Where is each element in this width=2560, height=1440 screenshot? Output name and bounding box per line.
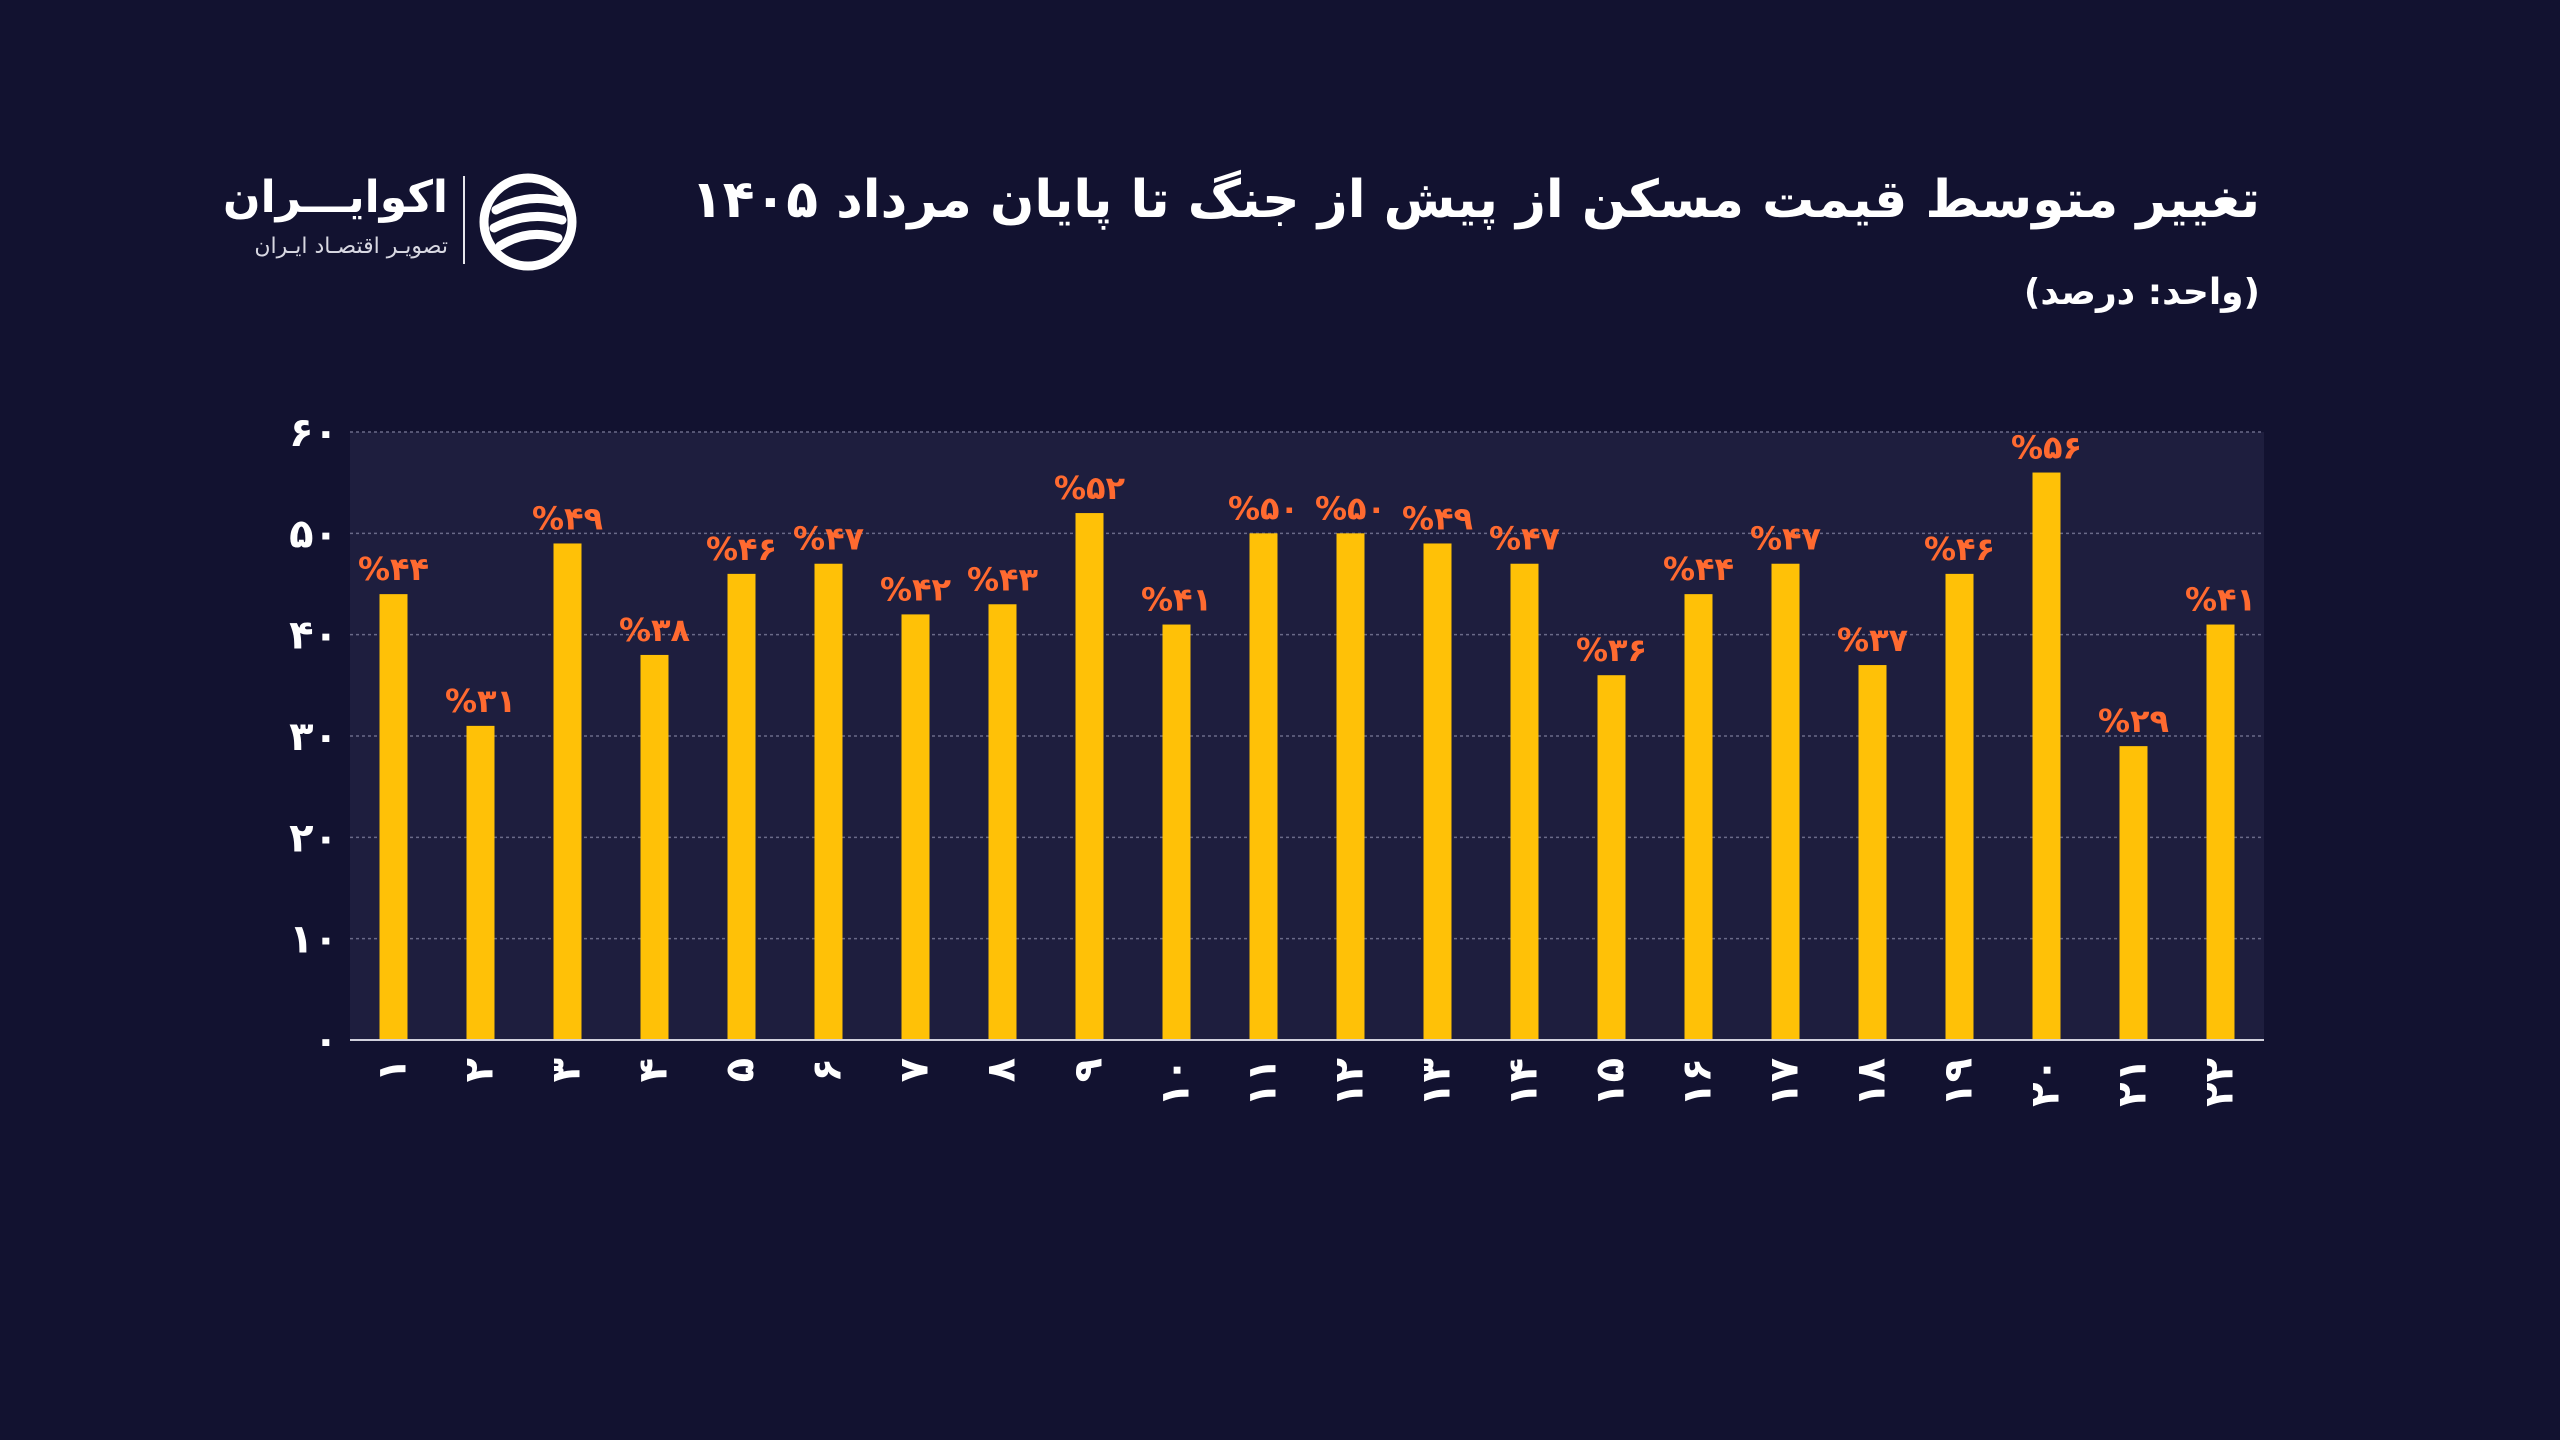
x-tick-label: ۲ — [457, 1058, 503, 1082]
brand-logo: اکوایـــران تصویـر اقتصـاد ایـران — [223, 172, 578, 272]
x-tick-label: ۱۳ — [1414, 1058, 1460, 1107]
bar-value-label: %۵۶ — [2011, 429, 2082, 467]
bar — [1162, 624, 1191, 1040]
bar-value-label: %۴۱ — [2185, 581, 2256, 619]
bar — [1336, 533, 1365, 1040]
x-tick-label: ۱۶ — [1675, 1058, 1721, 1107]
x-tick-label: ۷ — [892, 1058, 938, 1082]
ecoiran-logo-icon — [479, 173, 577, 271]
bar — [1249, 533, 1278, 1040]
bar — [1945, 573, 1974, 1040]
bar — [553, 543, 582, 1040]
gridlines — [350, 431, 2264, 940]
x-tick-label: ۲۰ — [2023, 1058, 2069, 1107]
y-tick-label: ۰ — [314, 1018, 338, 1064]
bar — [2206, 624, 2235, 1040]
bar — [1771, 563, 1800, 1040]
bar — [1684, 594, 1713, 1040]
y-tick-label: ۴۰ — [289, 613, 338, 659]
bar — [379, 594, 408, 1040]
bar-value-label: %۴۹ — [532, 499, 603, 537]
bar-value-label: %۴۴ — [1663, 550, 1734, 588]
x-tick-label: ۶ — [805, 1058, 851, 1082]
x-tick-label: ۱ — [370, 1058, 416, 1082]
chart-header: تغییر متوسط قیمت مسکن از پیش از جنگ تا پ… — [0, 0, 2560, 360]
x-tick-label: ۲۱ — [2110, 1058, 2156, 1107]
bars — [379, 472, 2235, 1040]
bar-value-label: %۴۱ — [1141, 581, 1212, 619]
x-tick-label: ۱۰ — [1153, 1058, 1199, 1107]
bar-value-label: %۴۶ — [1924, 530, 1995, 568]
bar — [2032, 472, 2061, 1040]
bar-value-label: %۵۰ — [1315, 489, 1386, 527]
bar — [1597, 675, 1626, 1040]
x-tick-label: ۱۱ — [1240, 1058, 1286, 1107]
bar — [1858, 665, 1887, 1040]
bar — [988, 604, 1017, 1040]
x-tick-label: ۵ — [718, 1058, 764, 1082]
x-tick-label: ۸ — [979, 1058, 1025, 1082]
y-tick-label: ۳۰ — [289, 714, 338, 760]
logo-tagline: تصویـر اقتصـاد ایـران — [254, 234, 448, 259]
bar-value-label: %۵۰ — [1228, 489, 1299, 527]
bar-value-label: %۴۳ — [967, 560, 1039, 598]
x-axis-ticks: ۱ ۲ ۳ ۴ ۵ ۶ ۷ ۸ ۹ ۱۰ ۱۱ ۱۲ ۱۳ ۱۴ ۱۵ ۱۶ ۱۷ ۱۸ ۱۹ ۲۰ ۲۱ ۲۲ — [370, 1058, 2243, 1107]
bar-value-label: %۴۲ — [880, 570, 952, 608]
y-axis-ticks: ۰ ۱۰ ۲۰ ۳۰ ۴۰ ۵۰ ۶۰ — [289, 410, 338, 1064]
bar-value-label: %۴۶ — [706, 530, 777, 568]
bar-value-label: %۲۹ — [2098, 702, 2169, 740]
y-tick-label: ۶۰ — [289, 410, 338, 456]
bar — [727, 573, 756, 1040]
bar-value-label: %۳۶ — [1576, 631, 1647, 669]
bar — [901, 614, 930, 1040]
bar-value-label: %۴۷ — [1489, 520, 1561, 558]
x-tick-label: ۲۲ — [2197, 1058, 2243, 1107]
bar — [814, 563, 843, 1040]
bar-value-label: %۴۷ — [1750, 520, 1822, 558]
chart-unit-subtitle: (واحد: درصد) — [2023, 272, 2260, 313]
bar — [2119, 746, 2148, 1040]
x-tick-label: ۱۵ — [1588, 1058, 1634, 1107]
x-tick-label: ۱۴ — [1501, 1058, 1547, 1107]
x-tick-label: ۱۸ — [1849, 1058, 1895, 1107]
bar-value-label: %۳۱ — [445, 682, 516, 720]
bar-value-label: %۵۲ — [1054, 469, 1126, 507]
x-tick-label: ۳ — [544, 1058, 590, 1082]
x-tick-label: ۱۲ — [1327, 1058, 1373, 1107]
bar — [1423, 543, 1452, 1040]
bar — [1075, 513, 1104, 1040]
bar-value-label: %۳۸ — [619, 611, 691, 649]
bar-value-label: %۴۴ — [358, 550, 429, 588]
x-tick-label: ۴ — [631, 1058, 677, 1082]
logo-name: اکوایـــران — [223, 172, 448, 223]
logo-divider — [463, 176, 465, 264]
bar-value-label: %۴۷ — [793, 520, 865, 558]
x-tick-label: ۹ — [1066, 1058, 1112, 1082]
bar — [466, 725, 495, 1040]
bar — [1510, 563, 1539, 1040]
x-tick-label: ۱۹ — [1936, 1058, 1982, 1107]
value-labels: %۴۴ %۳۱ %۴۹ %۳۸ %۴۶ %۴۷ %۴۲ %۴۳ %۵۲ %۴۱ %۵۰ %۵۰ %۴۹%… — [358, 429, 2256, 741]
bar — [640, 654, 669, 1040]
bar-value-label: %۴۹ — [1402, 499, 1473, 537]
y-tick-label: ۵۰ — [289, 511, 338, 557]
y-tick-label: ۲۰ — [289, 815, 338, 861]
x-tick-label: ۱۷ — [1762, 1058, 1808, 1107]
y-tick-label: ۱۰ — [289, 917, 338, 963]
bar-value-label: %۳۷ — [1837, 621, 1909, 659]
chart-title: تغییر متوسط قیمت مسکن از پیش از جنگ تا پ… — [691, 170, 2260, 230]
